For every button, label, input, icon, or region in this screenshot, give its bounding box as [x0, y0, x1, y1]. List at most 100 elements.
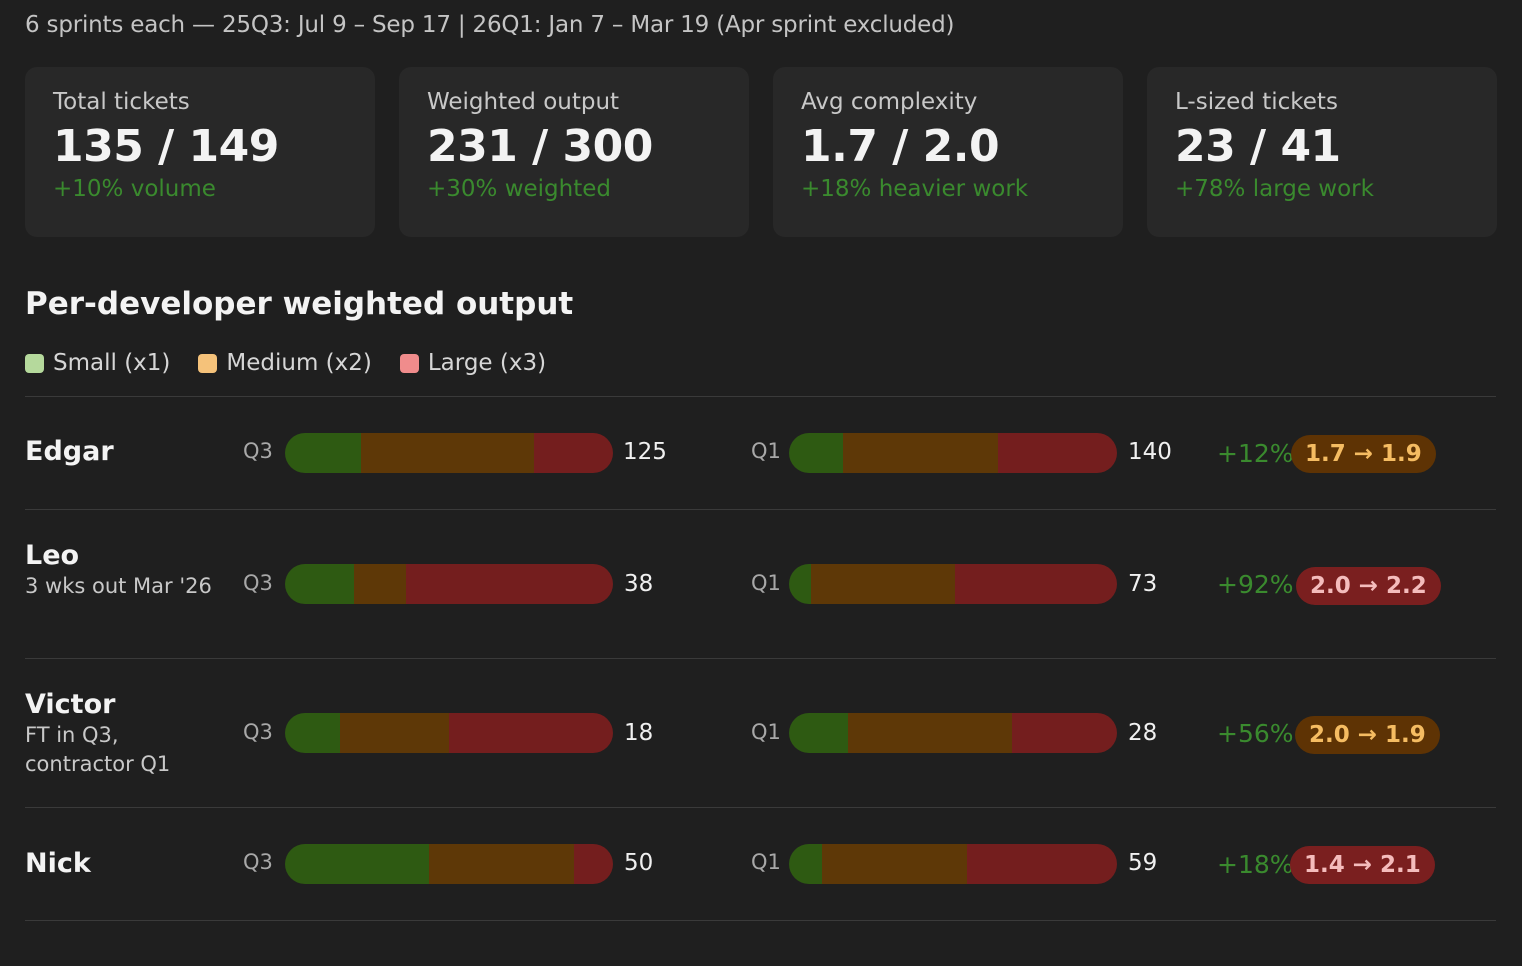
bar-segment-large: [534, 433, 613, 473]
q3-label: Q3: [243, 439, 273, 463]
developer-row-edgar: Edgar Q3 125 Q1 140 +12% 1.7 → 1.9: [25, 397, 1496, 509]
bar-segment-small: [789, 844, 823, 884]
summary-cards: Total tickets 135 / 149 +10% volume Weig…: [25, 67, 1497, 237]
card-change: +18% heavier work: [801, 176, 1029, 202]
bar-segment-large: [448, 713, 613, 753]
divider: [25, 920, 1496, 921]
bar-segment-large: [1011, 713, 1117, 753]
change-percent: +12%: [1217, 439, 1294, 468]
bar-segment-medium: [842, 433, 998, 473]
legend-item-medium: Medium (x2): [198, 350, 372, 376]
q3-label: Q3: [243, 850, 273, 874]
q1-bar: [789, 713, 1117, 753]
bar-segment-large: [966, 844, 1117, 884]
q1-label: Q1: [751, 850, 781, 874]
card-label: Total tickets: [53, 89, 190, 115]
bar-segment-small: [285, 713, 340, 753]
legend-swatch-small: [25, 353, 44, 373]
change-percent: +56%: [1217, 719, 1294, 748]
card-value: 1.7 / 2.0: [801, 121, 1000, 172]
bar-segment-small: [789, 713, 848, 753]
change-percent: +92%: [1217, 570, 1294, 599]
card-value: 23 / 41: [1175, 121, 1341, 172]
card-value: 135 / 149: [53, 121, 279, 172]
q1-total: 59: [1128, 850, 1158, 876]
bar-segment-large: [405, 564, 613, 604]
divider: [25, 658, 1496, 659]
complexity-badge: 2.0 → 2.2: [1296, 567, 1441, 605]
bar-segment-medium: [354, 564, 406, 604]
section-title: Per-developer weighted output: [25, 286, 574, 322]
legend-label: Small (x1): [53, 350, 171, 376]
bar-segment-large: [573, 844, 613, 884]
q3-total: 38: [624, 571, 654, 597]
bar-segment-medium: [822, 844, 967, 884]
q1-label: Q1: [751, 571, 781, 595]
card-avg-complexity: Avg complexity 1.7 / 2.0 +18% heavier wo…: [773, 67, 1123, 237]
q1-label: Q1: [751, 720, 781, 744]
card-l-sized-tickets: L-sized tickets 23 / 41 +78% large work: [1147, 67, 1497, 237]
developer-row-victor: Victor FT in Q3, contractor Q1 Q3 18 Q1 …: [25, 659, 1496, 807]
complexity-badge: 1.7 → 1.9: [1291, 435, 1436, 473]
developer-row-leo: Leo 3 wks out Mar '26 Q3 38 Q1 73 +92% 2…: [25, 510, 1496, 658]
card-change: +78% large work: [1175, 176, 1374, 202]
developer-name: Leo: [25, 540, 80, 571]
developer-row-nick: Nick Q3 50 Q1 59 +18% 1.4 → 2.1: [25, 808, 1496, 920]
q1-total: 140: [1128, 439, 1172, 465]
card-label: Avg complexity: [801, 89, 978, 115]
q1-bar: [789, 433, 1117, 473]
card-value: 231 / 300: [427, 121, 653, 172]
q1-label: Q1: [751, 439, 781, 463]
developer-note: 3 wks out Mar '26: [25, 574, 212, 598]
bar-segment-small: [285, 844, 430, 884]
change-percent: +18%: [1217, 850, 1294, 879]
legend-label: Large (x3): [427, 350, 547, 376]
q3-bar: [285, 433, 613, 473]
developer-name: Victor: [25, 689, 116, 720]
bar-segment-medium: [361, 433, 535, 473]
q1-bar: [789, 844, 1117, 884]
subtitle: 6 sprints each — 25Q3: Jul 9 – Sep 17 | …: [25, 12, 955, 38]
bar-segment-small: [285, 433, 362, 473]
card-change: +30% weighted: [427, 176, 611, 202]
divider: [25, 396, 1496, 397]
q3-total: 50: [624, 850, 654, 876]
complexity-badge: 2.0 → 1.9: [1295, 716, 1440, 754]
q3-label: Q3: [243, 720, 273, 744]
q3-bar: [285, 564, 613, 604]
divider: [25, 807, 1496, 808]
complexity-badge: 1.4 → 2.1: [1290, 846, 1435, 884]
developer-note: FT in Q3, contractor Q1: [25, 723, 171, 776]
bar-segment-small: [789, 564, 812, 604]
q1-bar: [789, 564, 1117, 604]
card-change: +10% volume: [53, 176, 216, 202]
bar-segment-large: [955, 564, 1117, 604]
q1-total: 28: [1128, 720, 1158, 746]
bar-segment-medium: [811, 564, 956, 604]
legend-swatch-medium: [198, 353, 218, 373]
card-weighted-output: Weighted output 231 / 300 +30% weighted: [399, 67, 749, 237]
legend-item-large: Large (x3): [399, 350, 547, 376]
legend: Small (x1) Medium (x2) Large (x3): [25, 350, 546, 376]
q3-label: Q3: [243, 571, 273, 595]
card-total-tickets: Total tickets 135 / 149 +10% volume: [25, 67, 375, 237]
legend-swatch-large: [399, 353, 419, 373]
bar-segment-large: [997, 433, 1117, 473]
bar-segment-medium: [339, 713, 449, 753]
bar-segment-small: [285, 564, 355, 604]
card-label: L-sized tickets: [1175, 89, 1338, 115]
developer-name: Nick: [25, 848, 91, 879]
legend-label: Medium (x2): [226, 350, 372, 376]
bar-segment-medium: [847, 713, 1012, 753]
q3-bar: [285, 844, 613, 884]
card-label: Weighted output: [427, 89, 620, 115]
bar-segment-medium: [429, 844, 574, 884]
q3-bar: [285, 713, 613, 753]
bar-segment-small: [789, 433, 843, 473]
legend-item-small: Small (x1): [25, 350, 170, 376]
q1-total: 73: [1128, 571, 1158, 597]
divider: [25, 509, 1496, 510]
developer-name: Edgar: [25, 436, 114, 467]
q3-total: 125: [623, 439, 667, 465]
q3-total: 18: [624, 720, 654, 746]
